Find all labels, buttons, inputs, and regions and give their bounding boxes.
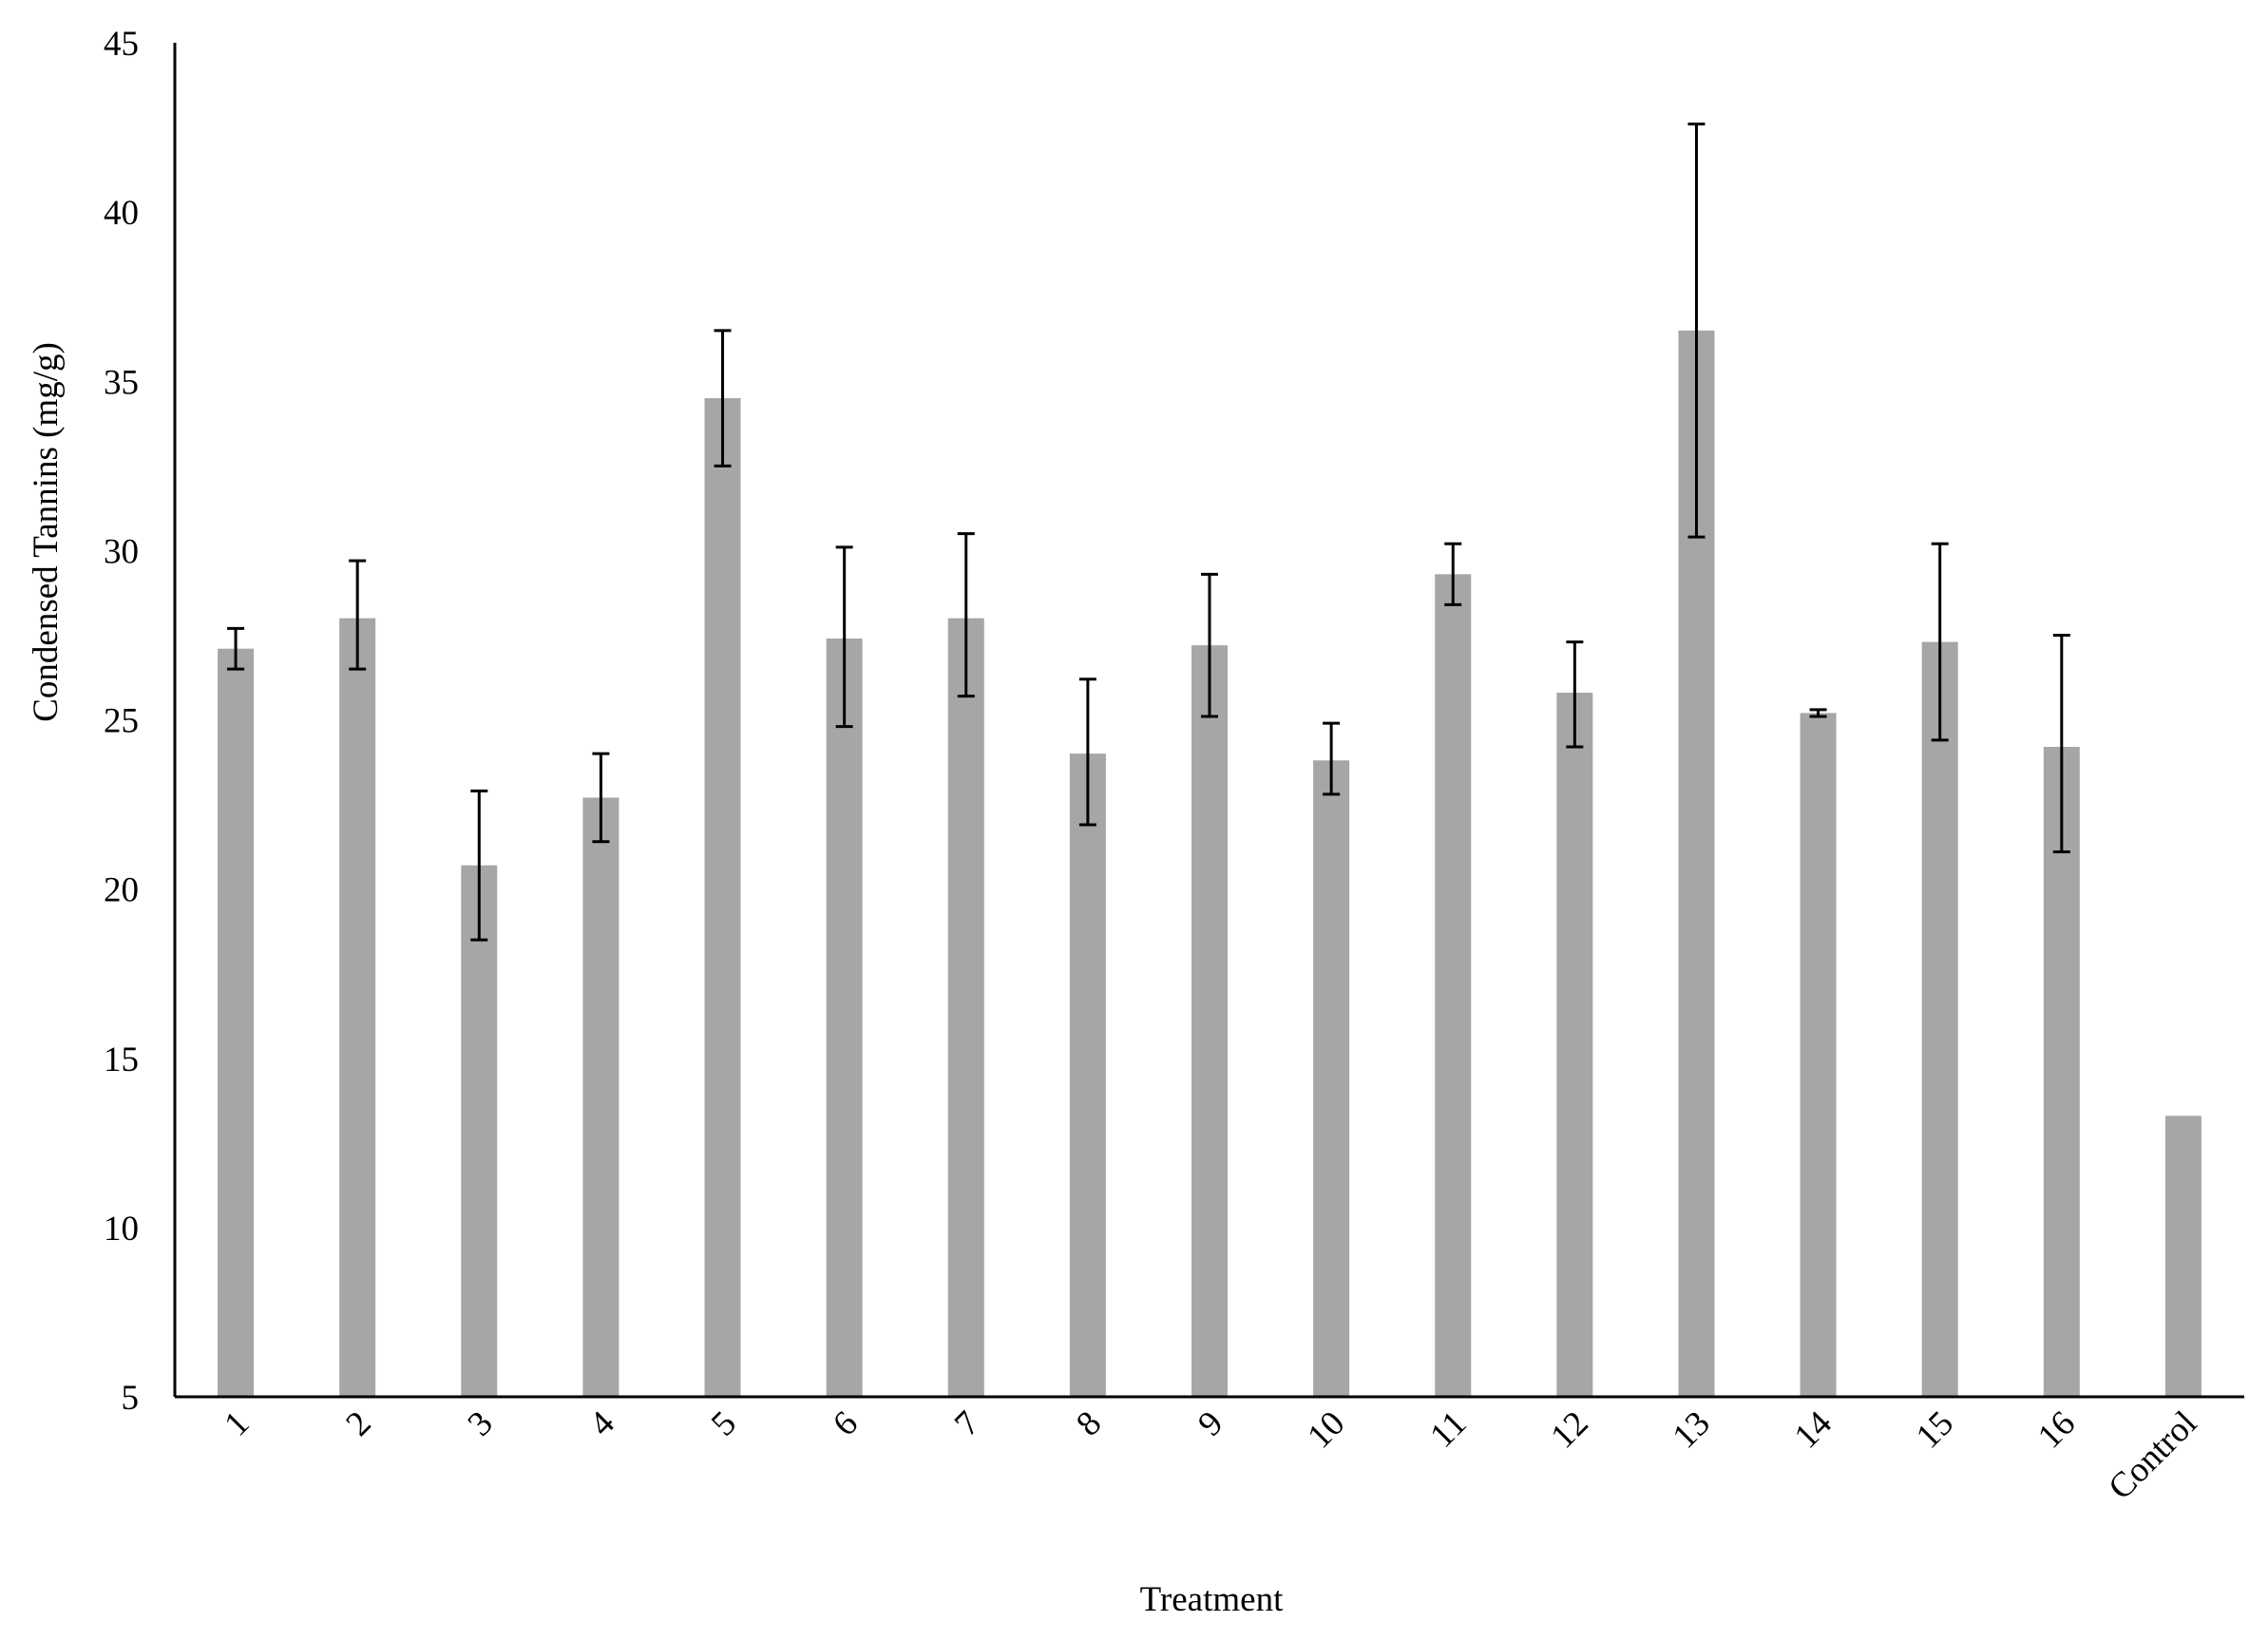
error-bar-10 [1323, 721, 1341, 796]
error-bar-9 [1201, 572, 1218, 718]
x-tick-label-5: 5 [704, 1403, 744, 1443]
bar-10 [1313, 760, 1350, 1397]
error-bar-3 [470, 789, 488, 942]
error-bar-13 [1687, 123, 1706, 539]
bar-2 [339, 618, 376, 1397]
error-bar-8 [1078, 677, 1096, 827]
error-bar-14 [1809, 708, 1827, 718]
bar-1 [218, 648, 255, 1397]
x-tick-label-2: 2 [338, 1403, 378, 1443]
bar-4 [582, 797, 619, 1397]
error-bar-12 [1566, 640, 1584, 749]
error-bar-1 [227, 626, 245, 671]
y-tick-label-15: 15 [104, 1040, 139, 1079]
y-tick-label-25: 25 [104, 702, 139, 741]
x-tick-label-4: 4 [582, 1403, 622, 1443]
x-tick-label-10: 10 [1300, 1403, 1352, 1456]
bar-5 [704, 398, 741, 1397]
x-tick-label-7: 7 [947, 1403, 987, 1443]
bar-Control [2164, 1116, 2201, 1397]
axes-layer [173, 43, 2244, 1399]
y-tick-label-40: 40 [104, 194, 139, 233]
error-bars-layer [227, 123, 2070, 942]
x-tick-label-12: 12 [1544, 1403, 1596, 1456]
x-tick-label-13: 13 [1666, 1403, 1718, 1456]
x-tick-label-14: 14 [1787, 1403, 1839, 1456]
x-tick-label-11: 11 [1422, 1403, 1474, 1455]
x-tick-label-3: 3 [461, 1403, 501, 1443]
x-tick-label-Control: Control [2101, 1403, 2204, 1507]
bar-7 [947, 618, 984, 1397]
x-tick-label-15: 15 [1909, 1403, 1961, 1456]
bar-9 [1191, 645, 1228, 1397]
x-tick-label-6: 6 [826, 1403, 866, 1443]
bar-15 [1921, 641, 1958, 1397]
x-tick-label-9: 9 [1191, 1403, 1230, 1443]
bar-8 [1069, 754, 1106, 1397]
y-tick-label-5: 5 [122, 1379, 140, 1418]
y-tick-label-45: 45 [104, 25, 139, 64]
error-bar-5 [714, 329, 732, 467]
x-tick-label-8: 8 [1069, 1403, 1109, 1443]
bar-3 [461, 865, 498, 1397]
error-bar-11 [1444, 542, 1462, 606]
bar-11 [1435, 574, 1472, 1397]
bar-16 [2043, 747, 2080, 1397]
bar-14 [1800, 713, 1837, 1397]
y-tick-label-20: 20 [104, 871, 139, 910]
x-axis-title: Treatment [1140, 1580, 1284, 1619]
bar-6 [826, 639, 863, 1397]
y-tick-label-10: 10 [104, 1210, 139, 1249]
error-bar-2 [349, 559, 367, 671]
error-bar-16 [2052, 633, 2070, 853]
error-bar-6 [835, 545, 853, 729]
y-tick-label-35: 35 [104, 363, 139, 402]
error-bar-4 [592, 752, 610, 844]
error-bar-15 [1931, 542, 1949, 742]
bar-12 [1556, 693, 1593, 1397]
error-bar-7 [957, 532, 975, 698]
y-tick-label-30: 30 [104, 532, 139, 571]
x-tick-label-16: 16 [2030, 1403, 2083, 1456]
bars-layer [218, 330, 2201, 1397]
y-axis-title: Condensed Tannins (mg/g) [27, 342, 66, 722]
x-tick-label-1: 1 [217, 1403, 257, 1443]
